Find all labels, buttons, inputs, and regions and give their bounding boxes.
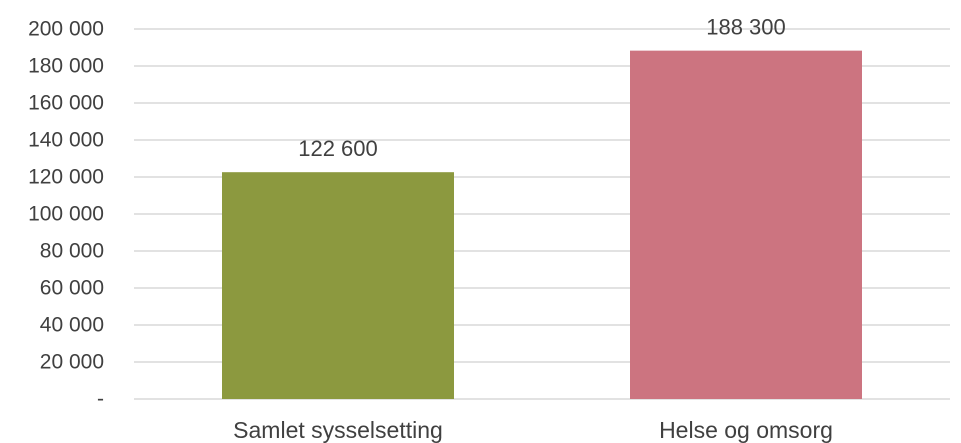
y-axis-ticks: - 20 000 40 000 60 000 80 000 100 000 120 000 1… <box>28 18 104 411</box>
data-labels: 122 600 188 300 <box>298 15 786 162</box>
y-tick-label: 180 000 <box>28 55 104 78</box>
data-label: 188 300 <box>706 15 786 40</box>
bars <box>222 50 862 400</box>
bar <box>222 172 454 399</box>
y-tick-label: 200 000 <box>28 18 104 41</box>
y-tick-label: - <box>97 388 104 411</box>
category-label: Samlet sysselsetting <box>233 417 443 443</box>
y-tick-label: 140 000 <box>28 129 104 152</box>
category-label: Helse og omsorg <box>659 417 833 443</box>
y-tick-label: 60 000 <box>40 277 104 300</box>
bar <box>630 50 862 400</box>
category-labels: Samlet sysselsetting Helse og omsorg <box>233 417 833 443</box>
y-tick-label: 120 000 <box>28 166 104 189</box>
y-tick-label: 80 000 <box>40 240 104 263</box>
y-tick-label: 160 000 <box>28 92 104 115</box>
data-label: 122 600 <box>298 136 378 161</box>
y-tick-label: 40 000 <box>40 314 104 337</box>
y-tick-label: 20 000 <box>40 351 104 374</box>
y-tick-label: 100 000 <box>28 203 104 226</box>
